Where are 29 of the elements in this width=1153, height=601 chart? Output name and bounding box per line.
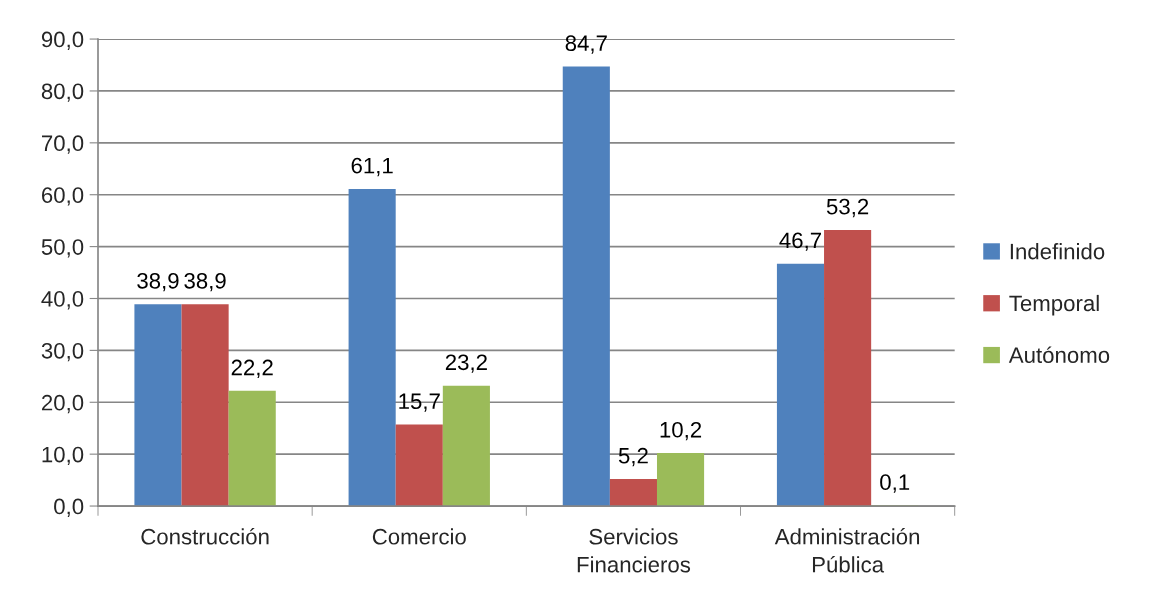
- y-tick-label: 20,0: [41, 394, 84, 414]
- legend-label: Indefinido: [1010, 243, 1105, 260]
- y-tick-label: 60,0: [42, 187, 84, 206]
- data-label: 61,1: [351, 157, 393, 177]
- data-label: 15,7: [399, 393, 440, 412]
- y-tick-label: 80,0: [41, 83, 84, 102]
- y-tick-label: 50,0: [41, 239, 84, 258]
- x-tick-label: Administración Pública: [774, 528, 920, 573]
- data-label: 53,2: [826, 198, 869, 218]
- x-tick-label: Comercio: [372, 528, 466, 545]
- data-label: 38,9: [137, 272, 179, 292]
- x-tick-label: Construcción: [141, 528, 269, 545]
- data-label: 23,2: [445, 354, 487, 373]
- y-tick-label: 30,0: [41, 342, 84, 362]
- data-label: 84,7: [565, 35, 607, 54]
- legend-label: Temporal: [1009, 294, 1099, 316]
- data-label: 38,9: [184, 272, 226, 292]
- x-tick-label: Servicios Financieros: [577, 528, 691, 573]
- y-tick-label: 90,0: [41, 31, 84, 50]
- legend-label: Autónomo: [1008, 346, 1110, 364]
- data-label: 22,2: [231, 359, 273, 378]
- data-label: 0,1: [880, 474, 910, 493]
- y-tick-label: 70,0: [42, 135, 84, 154]
- y-tick-label: 40,0: [41, 291, 84, 310]
- y-tick-label: 10,0: [42, 446, 84, 466]
- y-tick-label: 0,0: [54, 498, 84, 517]
- data-label: 46,7: [779, 232, 821, 251]
- data-label: 10,2: [660, 421, 702, 441]
- data-label: 5,2: [618, 447, 648, 467]
